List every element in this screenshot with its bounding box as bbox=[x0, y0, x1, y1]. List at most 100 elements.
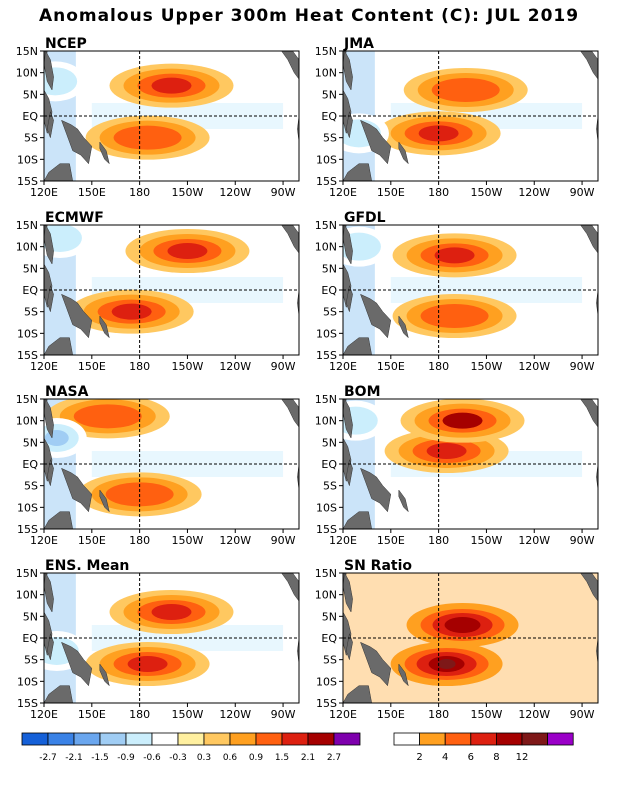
y-tick-label: 5S bbox=[323, 306, 337, 319]
x-tick-label: 120W bbox=[219, 708, 251, 721]
x-tick-label: 150W bbox=[172, 360, 204, 373]
colorbar-label: 0.6 bbox=[223, 753, 238, 763]
colorbar-swatch bbox=[255, 732, 283, 746]
land-philippines bbox=[343, 225, 353, 265]
y-tick-label: 5N bbox=[23, 610, 38, 623]
colorbar-swatch bbox=[307, 732, 335, 746]
y-tick-label: EQ bbox=[321, 458, 337, 471]
anomaly-contour bbox=[445, 82, 486, 98]
anomaly-contour bbox=[127, 129, 168, 146]
anomaly-contour bbox=[87, 408, 128, 425]
y-tick-label: 5N bbox=[322, 610, 337, 623]
anomaly-field bbox=[44, 225, 299, 355]
land-australia bbox=[44, 685, 73, 703]
anomaly-contour bbox=[437, 659, 456, 669]
y-tick-label: 10N bbox=[315, 415, 337, 428]
y-tick-label: EQ bbox=[321, 110, 337, 123]
x-tick-label: 120E bbox=[30, 186, 58, 199]
x-tick-label: 180 bbox=[428, 534, 449, 547]
land-solomon bbox=[398, 315, 409, 339]
y-tick-label: EQ bbox=[321, 632, 337, 645]
y-tick-label: 10S bbox=[316, 675, 337, 688]
x-tick-label: 180 bbox=[428, 708, 449, 721]
land-central-america bbox=[276, 51, 299, 80]
panel-title: BOM bbox=[344, 384, 381, 400]
land-south-america bbox=[297, 259, 299, 355]
land-south-america bbox=[297, 433, 299, 529]
land-solomon bbox=[99, 315, 110, 339]
x-tick-label: 150W bbox=[471, 534, 503, 547]
land-sulawesi bbox=[46, 110, 54, 139]
y-tick-label: 10S bbox=[17, 501, 38, 514]
x-tick-label: 120E bbox=[30, 534, 58, 547]
x-tick-label: 150E bbox=[377, 360, 405, 373]
x-tick-label: 90W bbox=[271, 360, 296, 373]
land-philippines bbox=[44, 573, 54, 613]
anomaly-contour bbox=[453, 620, 472, 630]
anomaly-contour bbox=[151, 77, 192, 94]
figure-title: Anomalous Upper 300m Heat Content (C): J… bbox=[38, 6, 580, 26]
colorbar-label: 2.1 bbox=[301, 753, 315, 763]
x-tick-label: 90W bbox=[570, 186, 595, 199]
colorbar-label: 2 bbox=[416, 752, 422, 763]
panel-title: ECMWF bbox=[45, 210, 104, 226]
y-tick-label: 15S bbox=[316, 697, 337, 710]
x-tick-label: 90W bbox=[570, 360, 595, 373]
colorbar-label: -0.6 bbox=[143, 753, 161, 763]
x-tick-label: 150W bbox=[471, 186, 503, 199]
y-tick-label: 15N bbox=[315, 219, 337, 232]
x-tick-label: 120E bbox=[329, 534, 357, 547]
x-tick-label: 120E bbox=[30, 360, 58, 373]
x-tick-label: 120W bbox=[219, 534, 251, 547]
colorbar-swatch bbox=[444, 732, 472, 746]
colorbar-swatch bbox=[521, 732, 549, 746]
land-central-america bbox=[575, 573, 598, 602]
anomaly-contour bbox=[167, 243, 208, 259]
land-new-guinea bbox=[360, 293, 392, 339]
x-tick-label: 180 bbox=[129, 186, 150, 199]
y-tick-label: EQ bbox=[22, 632, 38, 645]
land-australia bbox=[343, 163, 372, 181]
anomaly-contour bbox=[151, 604, 192, 620]
land-south-america bbox=[596, 433, 598, 529]
sn-colorbar: 2 4 6 8 12 bbox=[393, 732, 574, 763]
y-tick-label: 10N bbox=[16, 67, 38, 80]
colorbar-label: 0.3 bbox=[197, 753, 211, 763]
x-tick-label: 180 bbox=[129, 708, 150, 721]
y-tick-label: 15N bbox=[16, 567, 38, 580]
panel-title: NASA bbox=[45, 384, 89, 400]
colorbar-swatch bbox=[151, 732, 179, 746]
anomaly-contour bbox=[442, 412, 483, 429]
land-philippines bbox=[343, 573, 353, 613]
anomaly-contour bbox=[111, 303, 152, 320]
colorbar-label: 1.5 bbox=[275, 753, 289, 763]
y-tick-label: EQ bbox=[22, 284, 38, 297]
y-tick-label: 15S bbox=[316, 175, 337, 188]
anomaly-contour bbox=[434, 247, 475, 264]
colorbar-label: -0.9 bbox=[117, 753, 135, 763]
panel-title: GFDL bbox=[344, 210, 386, 226]
land-australia bbox=[44, 511, 73, 529]
land-australia bbox=[343, 511, 372, 529]
land-philippines bbox=[343, 51, 353, 91]
y-tick-label: 10N bbox=[315, 67, 337, 80]
colorbar-swatch bbox=[21, 732, 49, 746]
x-tick-label: 120E bbox=[329, 360, 357, 373]
anomaly-colorbar: -2.7 -2.1 -1.5 -0.9 -0.6 -0.3 0.3 0.6 0.9 1.5 2.1 2… bbox=[21, 732, 361, 763]
x-tick-label: 120E bbox=[329, 186, 357, 199]
land-solomon bbox=[99, 141, 110, 165]
y-tick-label: 5S bbox=[323, 132, 337, 145]
y-tick-label: 5N bbox=[322, 262, 337, 275]
anomaly-contour bbox=[127, 656, 168, 672]
x-tick-label: 120E bbox=[329, 708, 357, 721]
colorbar-swatch bbox=[73, 732, 101, 746]
y-tick-label: 10S bbox=[17, 153, 38, 166]
y-tick-label: 5N bbox=[23, 262, 38, 275]
x-tick-label: 120W bbox=[219, 186, 251, 199]
land-south-america bbox=[297, 607, 299, 703]
colorbar-label: 0.9 bbox=[249, 753, 264, 763]
colorbar-swatch bbox=[47, 732, 75, 746]
